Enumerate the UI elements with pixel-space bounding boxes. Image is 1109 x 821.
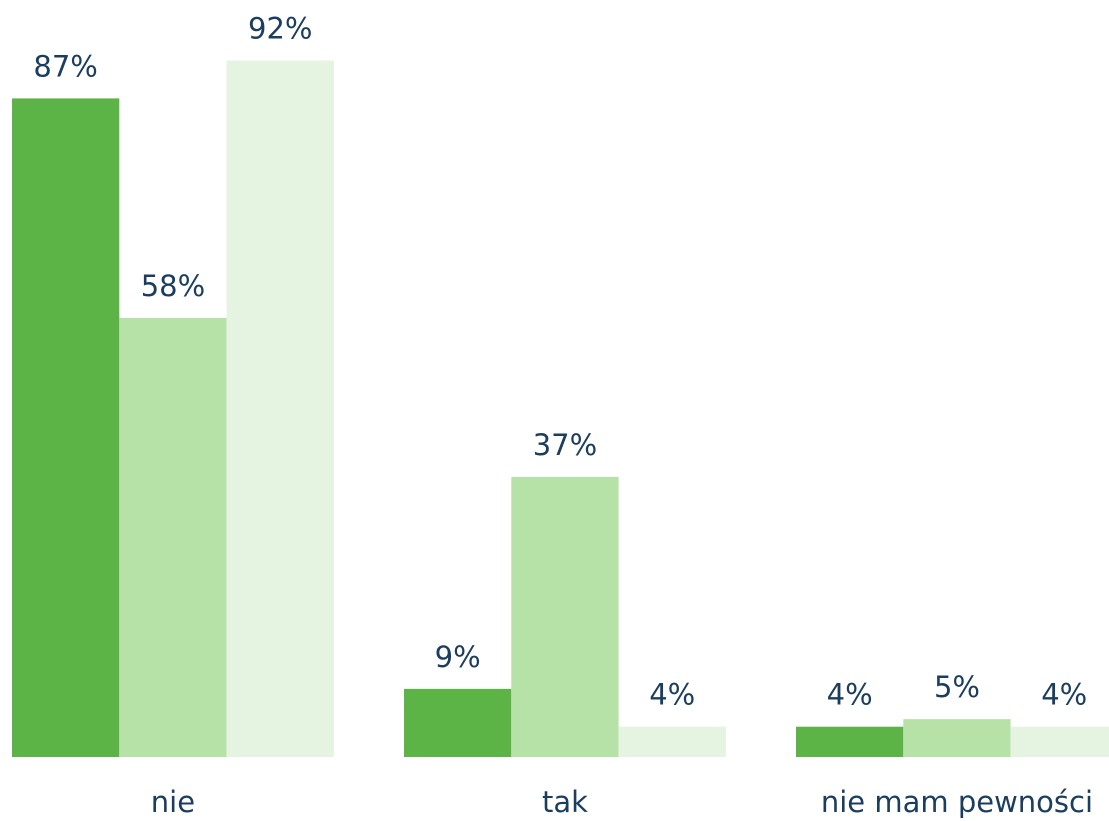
- bar: [119, 317, 227, 757]
- bar: [796, 726, 904, 757]
- bar: [226, 60, 334, 758]
- value-label: 58%: [141, 269, 205, 303]
- bar: [511, 476, 619, 757]
- value-label: 5%: [934, 670, 980, 704]
- value-label: 92%: [248, 12, 312, 46]
- bar: [903, 719, 1011, 757]
- category-label: tak: [542, 785, 588, 819]
- value-label: 9%: [435, 640, 481, 674]
- bar: [12, 98, 120, 757]
- value-label: 4%: [827, 678, 873, 712]
- value-label: 87%: [33, 49, 97, 83]
- bar: [404, 688, 512, 757]
- value-label: 37%: [533, 428, 597, 462]
- value-label: 4%: [649, 678, 695, 712]
- category-label: nie: [151, 785, 195, 819]
- category-label: nie mam pewności: [821, 785, 1093, 819]
- value-label: 4%: [1041, 678, 1087, 712]
- bar: [618, 726, 726, 757]
- bar: [1010, 726, 1109, 757]
